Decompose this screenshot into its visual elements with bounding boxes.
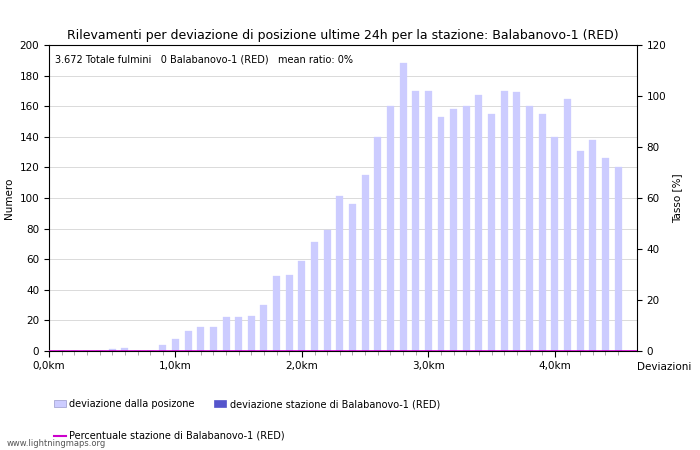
Bar bbox=[500, 91, 508, 351]
Bar bbox=[349, 204, 356, 351]
Legend: deviazione dalla posizone, deviazione stazione di Balabanovo-1 (RED): deviazione dalla posizone, deviazione st… bbox=[54, 399, 440, 409]
Bar bbox=[323, 230, 330, 351]
Text: 3.672 Totale fulmini   0 Balabanovo-1 (RED)   mean ratio: 0%: 3.672 Totale fulmini 0 Balabanovo-1 (RED… bbox=[55, 54, 353, 64]
Bar bbox=[223, 317, 230, 351]
Bar bbox=[121, 348, 128, 351]
Bar bbox=[197, 327, 204, 351]
Bar bbox=[400, 63, 407, 351]
Bar bbox=[248, 316, 255, 351]
Bar bbox=[602, 158, 609, 351]
Bar bbox=[539, 114, 545, 351]
Bar bbox=[463, 106, 470, 351]
Bar bbox=[438, 117, 444, 351]
Bar bbox=[450, 109, 457, 351]
Text: www.lightningmaps.org: www.lightningmaps.org bbox=[7, 439, 106, 448]
Bar bbox=[387, 106, 394, 351]
Bar bbox=[552, 137, 559, 351]
Bar bbox=[488, 114, 495, 351]
Bar bbox=[577, 151, 584, 351]
Legend: Percentuale stazione di Balabanovo-1 (RED): Percentuale stazione di Balabanovo-1 (RE… bbox=[54, 431, 285, 441]
Bar bbox=[210, 327, 217, 351]
Bar bbox=[374, 137, 382, 351]
Bar bbox=[235, 317, 242, 351]
Bar bbox=[172, 339, 179, 351]
Y-axis label: Numero: Numero bbox=[4, 177, 14, 219]
Bar bbox=[412, 91, 419, 351]
Y-axis label: Tasso [%]: Tasso [%] bbox=[672, 173, 682, 223]
Bar bbox=[337, 197, 343, 351]
Bar bbox=[260, 305, 267, 351]
Bar bbox=[273, 276, 280, 351]
Title: Rilevamenti per deviazione di posizione ultime 24h per la stazione: Balabanovo-1: Rilevamenti per deviazione di posizione … bbox=[67, 29, 619, 42]
Bar bbox=[526, 106, 533, 351]
Text: Deviazioni: Deviazioni bbox=[637, 362, 692, 372]
Bar bbox=[475, 95, 482, 351]
Bar bbox=[362, 175, 369, 351]
Bar bbox=[298, 261, 305, 351]
Bar bbox=[425, 91, 432, 351]
Bar bbox=[108, 350, 116, 351]
Bar bbox=[185, 331, 192, 351]
Bar bbox=[564, 99, 571, 351]
Bar bbox=[615, 167, 622, 351]
Bar bbox=[589, 140, 596, 351]
Bar bbox=[513, 92, 520, 351]
Bar bbox=[311, 243, 318, 351]
Bar bbox=[286, 274, 293, 351]
Bar bbox=[160, 345, 167, 351]
